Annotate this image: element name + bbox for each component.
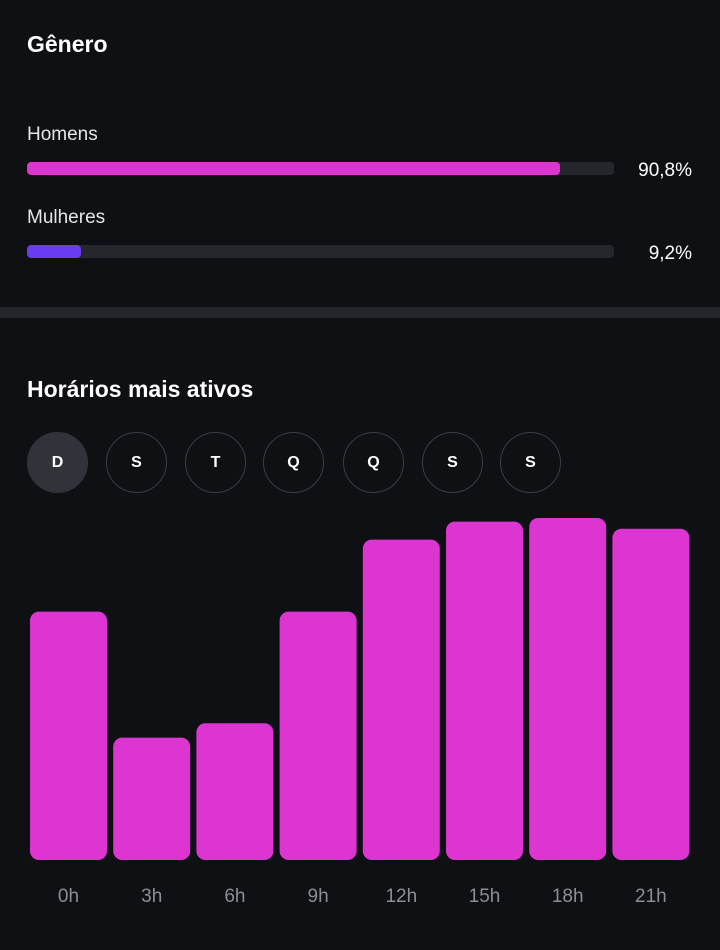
- day-chip-monday[interactable]: S: [106, 432, 167, 493]
- day-chip-tuesday[interactable]: T: [185, 432, 246, 493]
- bar-18h: [529, 518, 607, 860]
- bar-9h: [279, 611, 357, 860]
- day-chip-friday[interactable]: S: [422, 432, 483, 493]
- bar-12h: [362, 539, 440, 860]
- gender-percent-men: 90,8%: [638, 160, 692, 181]
- day-chip-thursday[interactable]: Q: [343, 432, 404, 493]
- active-hours-title: Horários mais ativos: [27, 376, 254, 402]
- gender-label-men: Homens: [27, 124, 98, 145]
- gender-bar-fill-women: [27, 245, 81, 258]
- x-tick-label: 18h: [552, 886, 584, 907]
- x-tick-label: 9h: [308, 886, 329, 907]
- x-tick-label: 15h: [469, 886, 501, 907]
- x-tick-label: 3h: [141, 886, 162, 907]
- gender-bar-fill-men: [27, 162, 560, 175]
- day-chip-wednesday[interactable]: Q: [263, 432, 324, 493]
- gender-title: Gênero: [27, 31, 108, 57]
- gender-label-women: Mulheres: [27, 207, 106, 228]
- gender-bar-track-men: [27, 162, 614, 175]
- day-chip-saturday[interactable]: S: [500, 432, 561, 493]
- gender-percent-women: 9,2%: [648, 243, 692, 264]
- x-tick-label: 21h: [635, 886, 667, 907]
- x-tick-label: 0h: [58, 886, 79, 907]
- x-tick-label: 6h: [224, 886, 245, 907]
- section-divider: [0, 307, 720, 318]
- bar-3h: [113, 737, 191, 860]
- day-chip-sunday[interactable]: D: [27, 432, 88, 493]
- bar-21h: [612, 528, 690, 860]
- bar-15h: [446, 521, 523, 860]
- bar-6h: [196, 723, 274, 860]
- x-tick-label: 12h: [385, 886, 417, 907]
- gender-bar-track-women: [27, 245, 614, 258]
- active-hours-bar-chart: 0h 3h 6h 9h 12h 15h 18h 21h: [30, 518, 690, 907]
- bar-0h: [30, 611, 107, 860]
